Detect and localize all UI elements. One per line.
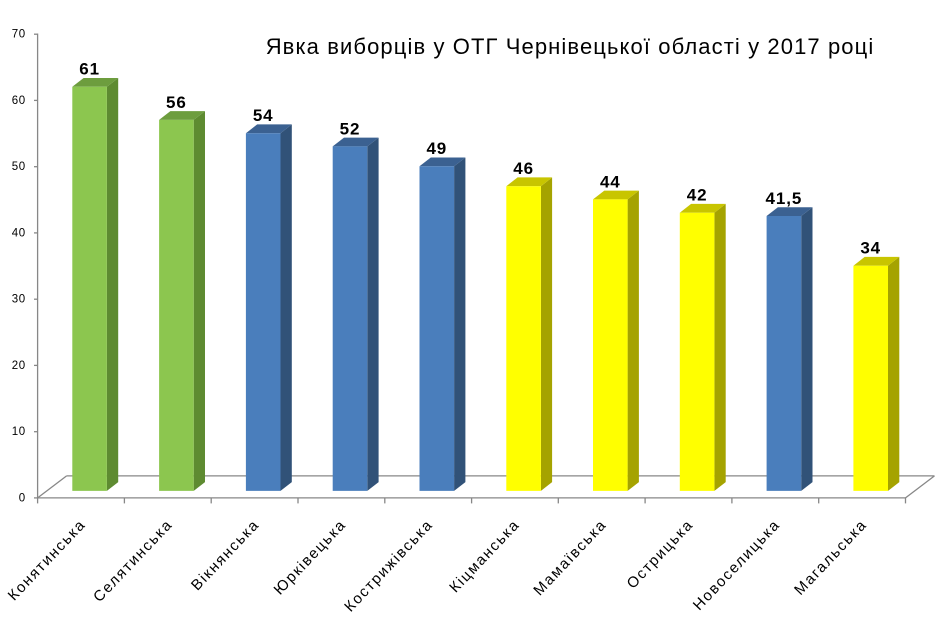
svg-text:61: 61 — [79, 60, 100, 79]
svg-text:0: 0 — [19, 492, 26, 504]
svg-text:Явка виборців у ОТГ Чернівецьк: Явка виборців у ОТГ Чернівецької області… — [266, 34, 875, 59]
svg-text:30: 30 — [12, 294, 26, 306]
svg-text:34: 34 — [860, 239, 881, 258]
svg-text:50: 50 — [12, 161, 26, 173]
svg-text:42: 42 — [687, 186, 708, 205]
svg-text:52: 52 — [340, 119, 361, 138]
svg-text:41,5: 41,5 — [766, 189, 803, 208]
svg-text:40: 40 — [12, 227, 26, 239]
svg-text:46: 46 — [513, 159, 534, 178]
svg-text:56: 56 — [166, 93, 187, 112]
svg-text:20: 20 — [12, 360, 26, 372]
svg-text:54: 54 — [253, 106, 274, 125]
svg-text:44: 44 — [600, 172, 621, 191]
svg-text:10: 10 — [12, 426, 26, 438]
svg-text:49: 49 — [426, 139, 447, 158]
svg-text:70: 70 — [12, 29, 26, 41]
svg-text:60: 60 — [12, 95, 26, 107]
